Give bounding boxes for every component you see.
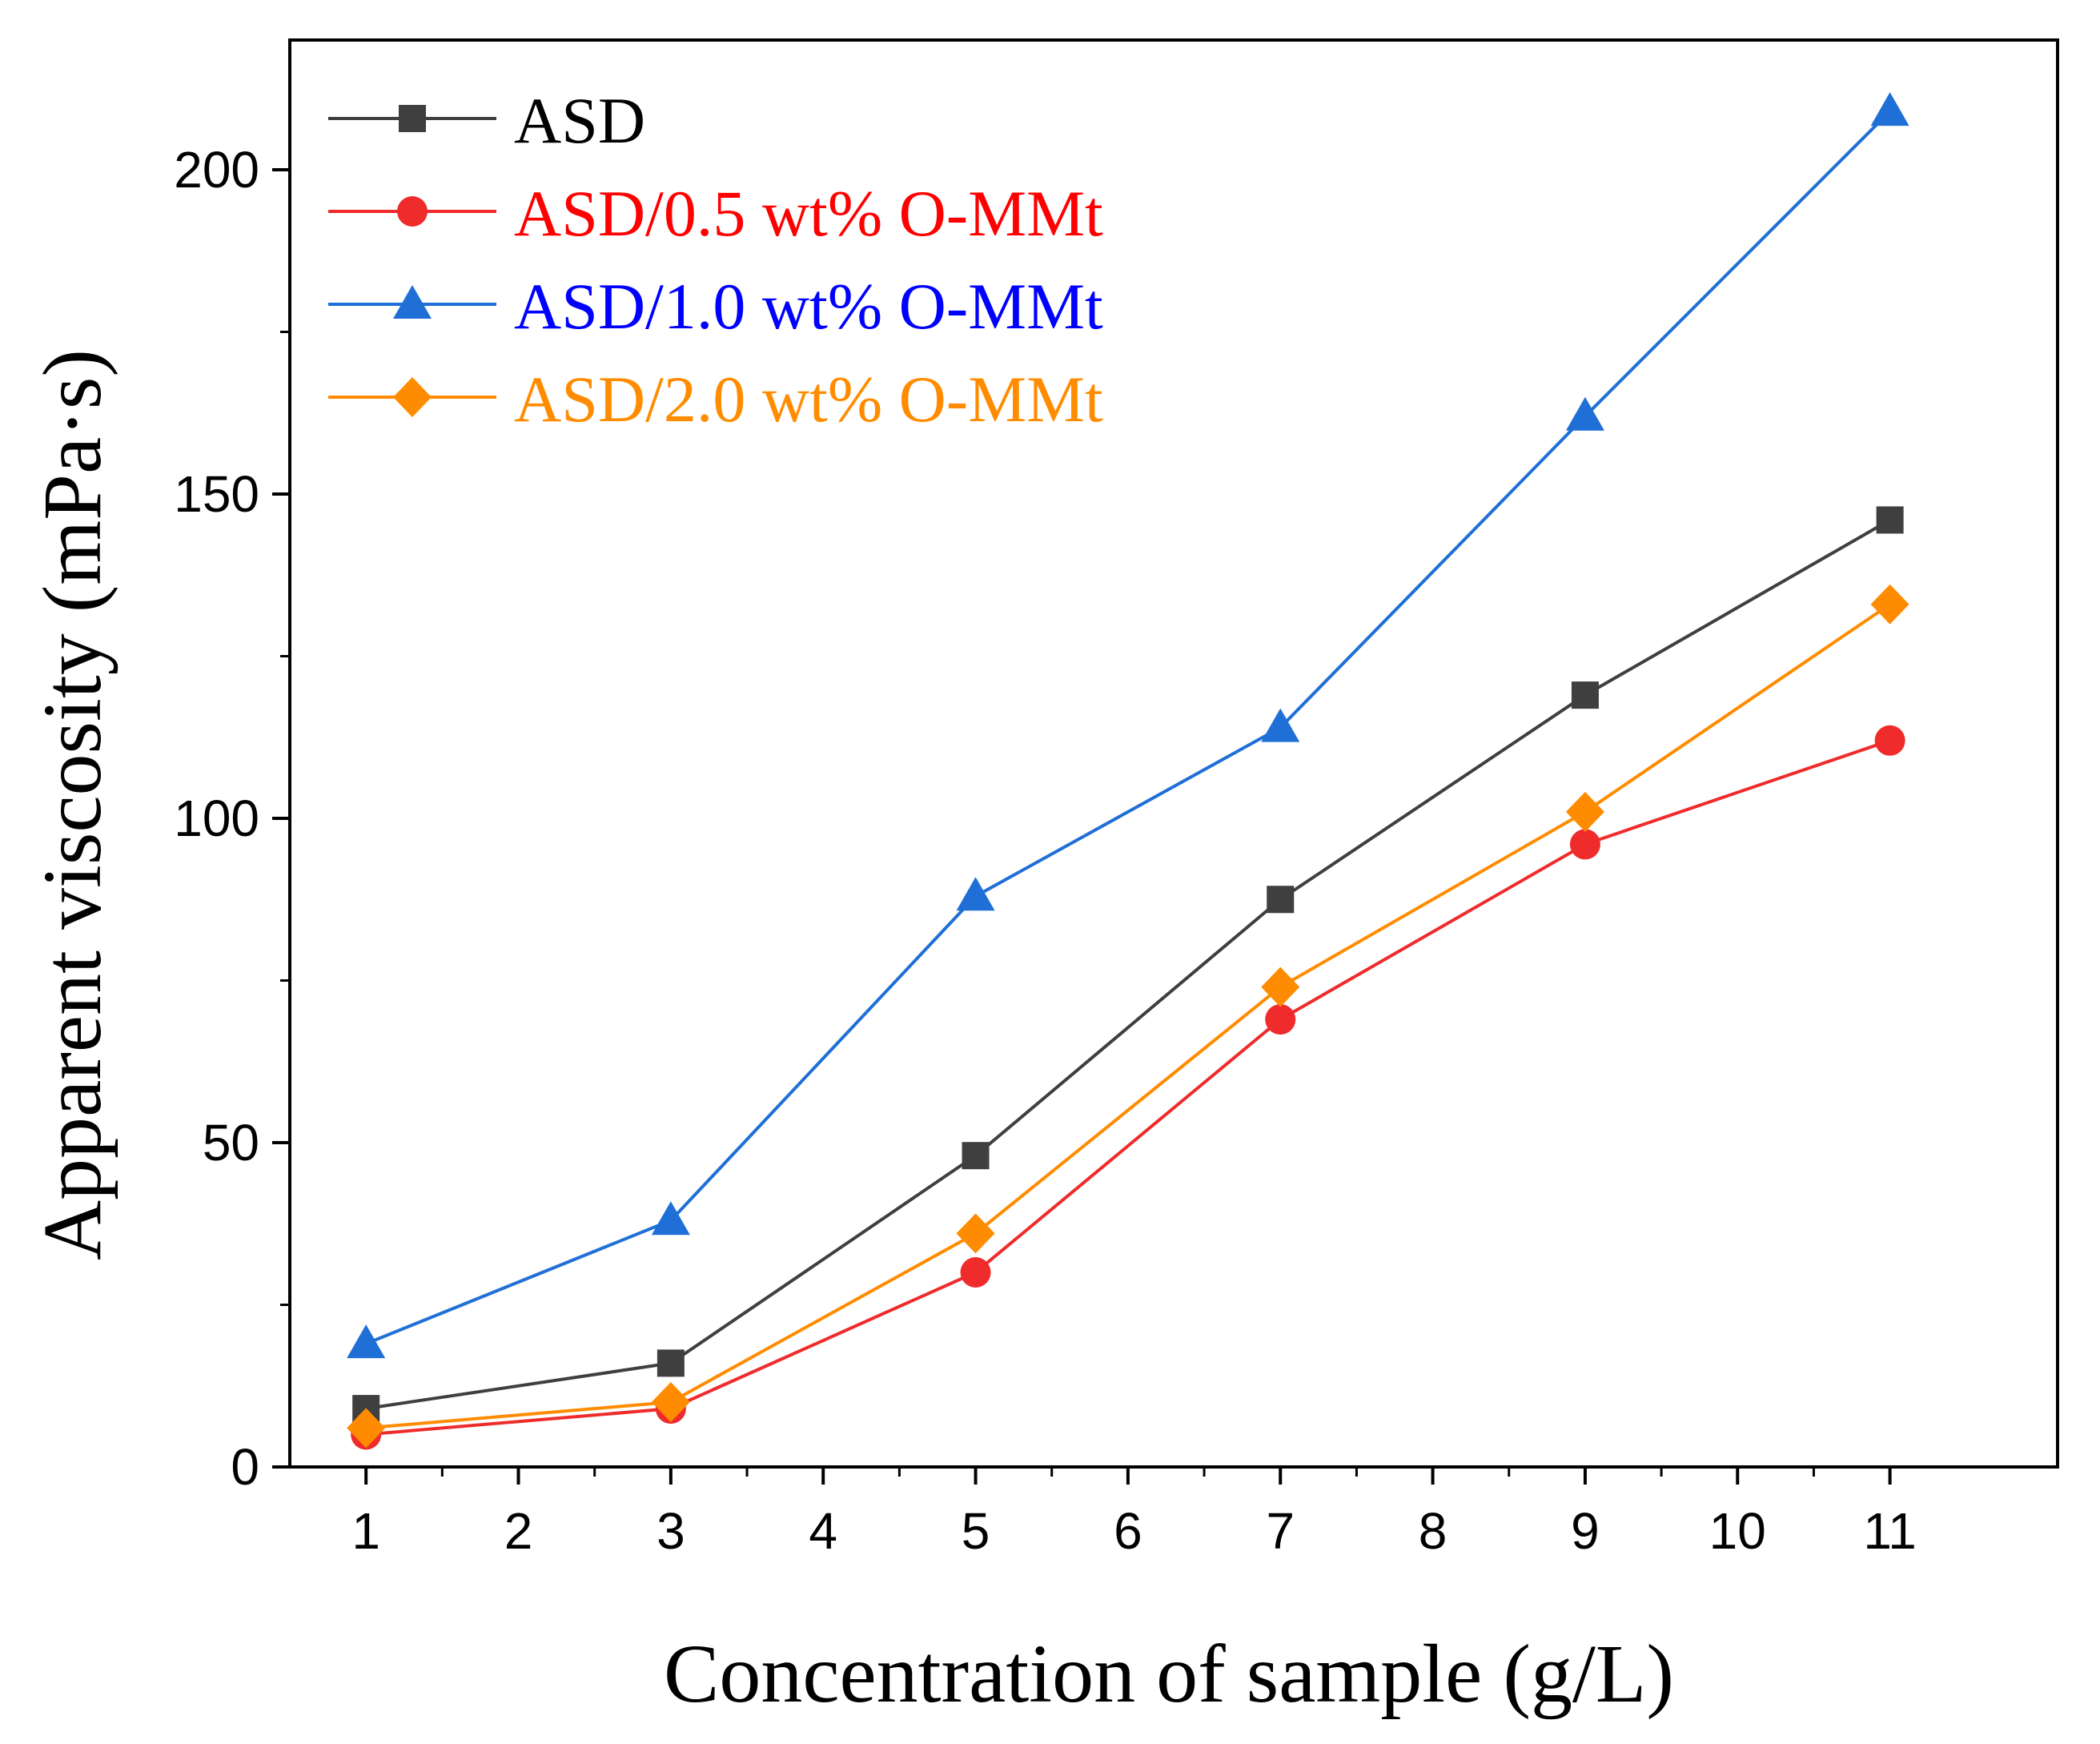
series-2 bbox=[347, 92, 1909, 1359]
series-3 bbox=[347, 584, 1909, 1449]
x-tick-label: 3 bbox=[657, 1502, 685, 1560]
series-line bbox=[366, 603, 1891, 1430]
plot-frame bbox=[288, 38, 2059, 1469]
y-tick-label: 150 bbox=[174, 465, 259, 523]
legend-label: ASD/0.5 wt% O-MMt bbox=[514, 177, 1103, 250]
y-tick-label: 0 bbox=[231, 1438, 259, 1496]
legend-marker bbox=[399, 105, 426, 132]
x-tick-label: 9 bbox=[1571, 1502, 1600, 1560]
legend-item: ASD bbox=[328, 84, 645, 157]
x-tick-label: 1 bbox=[351, 1502, 380, 1560]
data-point bbox=[1569, 829, 1600, 860]
data-point bbox=[960, 1257, 991, 1288]
legend-item: ASD/0.5 wt% O-MMt bbox=[328, 177, 1103, 250]
x-tick-label: 10 bbox=[1709, 1502, 1766, 1560]
legend-label: ASD/2.0 wt% O-MMt bbox=[514, 363, 1103, 436]
data-point bbox=[1265, 1004, 1296, 1035]
data-point bbox=[1571, 681, 1599, 709]
x-tick-label: 5 bbox=[962, 1502, 990, 1560]
data-point bbox=[962, 1142, 990, 1170]
data-point bbox=[956, 877, 995, 911]
data-point bbox=[1261, 966, 1300, 1007]
data-point bbox=[1261, 708, 1300, 742]
x-axis: 1 2 3 4 5 6 7 8 9 10 11 bbox=[351, 1467, 1917, 1560]
series-line bbox=[365, 518, 1891, 1411]
series-line bbox=[366, 738, 1891, 1437]
x-tick-label: 6 bbox=[1114, 1502, 1142, 1560]
y-tick-label: 50 bbox=[203, 1114, 259, 1171]
data-point bbox=[1267, 886, 1295, 914]
legend-label: ASD/1.0 wt% O-MMt bbox=[514, 270, 1103, 343]
legend-item: ASD/2.0 wt% O-MMt bbox=[328, 363, 1103, 436]
data-point bbox=[1870, 92, 1909, 127]
legend-marker bbox=[393, 285, 432, 319]
plot-area bbox=[288, 38, 2059, 1469]
data-point bbox=[347, 1408, 386, 1449]
data-point bbox=[1870, 584, 1909, 625]
data-point bbox=[657, 1349, 685, 1377]
y-axis-title: Apparent viscosity (mPa·s) bbox=[26, 349, 118, 1260]
series-line bbox=[365, 110, 1892, 1345]
y-tick-label: 100 bbox=[174, 790, 259, 847]
data-point bbox=[651, 1382, 690, 1422]
x-tick-label: 8 bbox=[1419, 1502, 1448, 1560]
legend-label: ASD bbox=[514, 84, 645, 157]
data-point bbox=[347, 1324, 386, 1359]
x-tick-label: 4 bbox=[809, 1502, 837, 1560]
data-point bbox=[1874, 725, 1905, 756]
series-layer bbox=[347, 92, 1909, 1450]
legend-item: ASD/1.0 wt% O-MMt bbox=[328, 270, 1103, 343]
x-tick-label: 7 bbox=[1266, 1502, 1295, 1560]
data-point bbox=[1565, 396, 1604, 431]
data-point bbox=[1876, 506, 1904, 534]
legend: ASD ASD/0.5 wt% O-MMt ASD/1.0 wt% O-MMt ASD… bbox=[328, 84, 1103, 436]
data-point bbox=[1565, 791, 1604, 832]
legend-marker bbox=[397, 196, 428, 227]
y-tick-label: 200 bbox=[174, 141, 259, 199]
y-axis: 0 50 100 150 200 bbox=[174, 141, 290, 1496]
x-axis-title: Concentration of sample (g/L) bbox=[664, 1628, 1674, 1720]
x-tick-label: 2 bbox=[504, 1502, 533, 1560]
legend-marker bbox=[393, 377, 432, 417]
series-0 bbox=[352, 506, 1904, 1423]
x-tick-label: 11 bbox=[1863, 1502, 1916, 1560]
data-point bbox=[651, 1201, 690, 1236]
data-point bbox=[956, 1213, 995, 1254]
